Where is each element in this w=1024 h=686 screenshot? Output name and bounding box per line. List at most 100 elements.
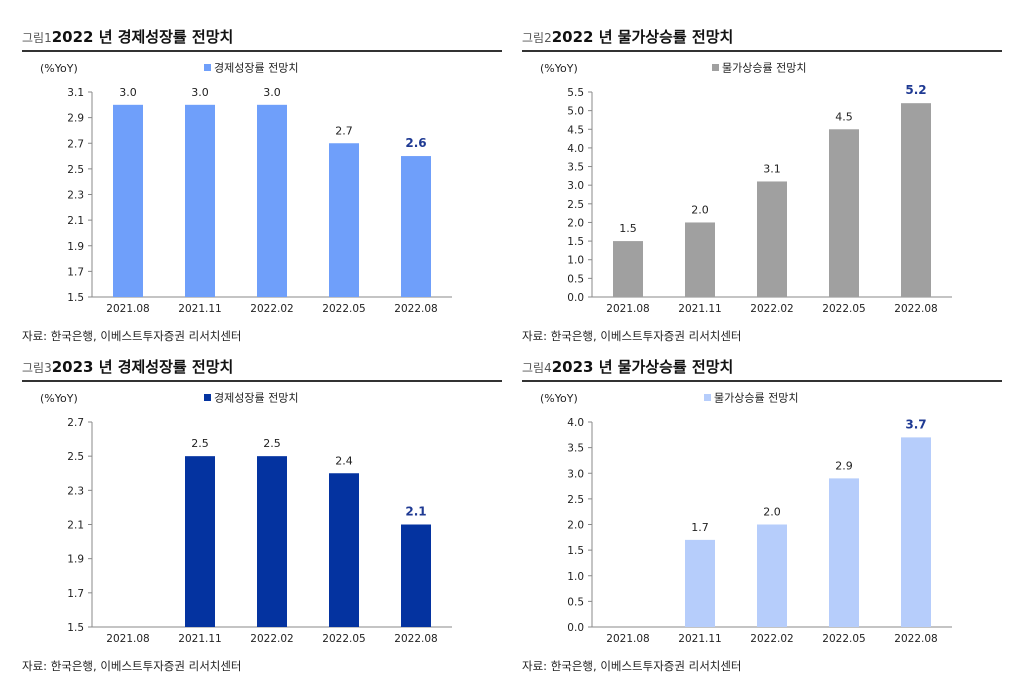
x-tick-label: 2022.08 — [894, 633, 937, 645]
chart-title-row: 그림12022 년 경제성장률 전망치 — [22, 26, 502, 52]
y-tick-label: 3.5 — [567, 162, 584, 174]
bar — [757, 181, 787, 297]
y-tick-label: 1.0 — [567, 255, 584, 267]
chart-panel-1: 그림12022 년 경제성장률 전망치 (%YoY) 경제성장률 전망치 1.5 1.… — [22, 26, 514, 356]
bar — [401, 156, 431, 297]
legend-swatch — [704, 394, 711, 401]
x-tick-label: 2022.08 — [394, 633, 437, 645]
figure-number: 그림1 — [22, 31, 52, 45]
x-tick-label: 2022.05 — [322, 303, 365, 315]
x-tick-label: 2021.11 — [678, 303, 721, 315]
data-label: 2.5 — [263, 437, 281, 450]
y-tick-label: 1.5 — [67, 292, 84, 304]
y-tick-label: 2.7 — [67, 417, 84, 429]
chart-title: 2023 년 물가상승률 전망치 — [551, 358, 734, 376]
data-label: 3.0 — [263, 86, 281, 99]
y-tick-label: 3.1 — [67, 87, 84, 99]
bar — [829, 478, 859, 627]
bar — [257, 456, 287, 627]
y-tick-label: 2.1 — [67, 520, 84, 532]
bar-chart-2023-growth: (%YoY) 경제성장률 전망치 1.5 1.7 1.9 2.1 2.3 2.5 2.7 2021… — [40, 392, 452, 645]
y-tick-label: 1.5 — [67, 622, 84, 634]
x-tick-label: 2021.08 — [106, 633, 149, 645]
bar — [401, 524, 431, 627]
data-label: 1.5 — [619, 222, 637, 235]
source-note: 자료: 한국은행, 이베스트투자증권 리서치센터 — [522, 659, 742, 673]
bar — [901, 437, 931, 627]
data-label: 2.9 — [835, 459, 853, 472]
chart-panel-2: 그림22022 년 물가상승률 전망치 (%YoY) 물가상승률 전망치 0.0 0.… — [522, 26, 1014, 356]
y-tick-label: 2.3 — [67, 485, 84, 497]
bar — [329, 143, 359, 297]
data-label: 4.5 — [835, 110, 853, 123]
chart-title: 2023 년 경제성장률 전망치 — [51, 358, 234, 376]
legend-label: 물가상승률 전망치 — [714, 392, 798, 405]
x-tick-label: 2021.08 — [606, 633, 649, 645]
x-tick-label: 2022.02 — [250, 303, 293, 315]
y-tick-label: 1.9 — [67, 554, 84, 566]
y-tick-label: 2.5 — [67, 164, 84, 176]
data-label: 2.1 — [405, 505, 426, 519]
y-tick-label: 2.0 — [567, 520, 584, 532]
bar — [685, 222, 715, 297]
bar — [329, 473, 359, 627]
y-unit-label: (%YoY) — [540, 392, 578, 405]
y-tick-label: 1.7 — [67, 266, 84, 278]
y-tick-label: 3.0 — [567, 180, 584, 192]
data-label: 2.0 — [691, 203, 709, 216]
bar — [901, 103, 931, 297]
bar — [185, 456, 215, 627]
chart-title: 2022 년 물가상승률 전망치 — [551, 28, 734, 46]
y-tick-label: 5.5 — [567, 87, 584, 99]
y-tick-label: 1.5 — [567, 545, 584, 557]
y-unit-label: (%YoY) — [40, 62, 78, 75]
y-tick-label: 2.5 — [67, 451, 84, 463]
legend-label: 물가상승률 전망치 — [722, 62, 806, 75]
figure-number: 그림2 — [522, 31, 552, 45]
chart-panel-3: 그림32023 년 경제성장률 전망치 (%YoY) 경제성장률 전망치 1.5 1.… — [22, 356, 514, 686]
figure-number: 그림4 — [522, 361, 552, 375]
source-note: 자료: 한국은행, 이베스트투자증권 리서치센터 — [22, 659, 242, 673]
data-label: 2.0 — [763, 506, 781, 519]
data-label: 3.0 — [119, 86, 137, 99]
y-tick-label: 2.1 — [67, 215, 84, 227]
x-tick-label: 2022.05 — [322, 633, 365, 645]
y-tick-label: 2.7 — [67, 138, 84, 150]
x-tick-label: 2021.11 — [178, 303, 221, 315]
data-label: 3.7 — [905, 417, 926, 431]
y-tick-label: 4.5 — [567, 124, 584, 136]
y-tick-label: 4.0 — [567, 417, 584, 429]
bar — [757, 524, 787, 627]
x-tick-label: 2022.08 — [394, 303, 437, 315]
legend-label: 경제성장률 전망치 — [214, 62, 298, 75]
data-label: 1.7 — [691, 521, 709, 534]
bar-chart-2023-inflation: (%YoY) 물가상승률 전망치 0.0 0.5 1.0 1.5 2.0 2.5 3.0 3.5 4… — [540, 392, 952, 645]
bar — [113, 104, 143, 297]
chart-title: 2022 년 경제성장률 전망치 — [51, 28, 234, 46]
y-tick-label: 2.3 — [67, 190, 84, 202]
bar — [185, 104, 215, 297]
y-tick-label: 1.9 — [67, 241, 84, 253]
bar — [685, 539, 715, 627]
y-tick-label: 5.0 — [567, 106, 584, 118]
legend-swatch — [204, 64, 211, 71]
chart-title-row: 그림32023 년 경제성장률 전망치 — [22, 356, 502, 382]
x-tick-label: 2021.08 — [606, 303, 649, 315]
y-tick-label: 1.7 — [67, 588, 84, 600]
y-tick-label: 2.5 — [567, 494, 584, 506]
x-tick-label: 2022.02 — [750, 303, 793, 315]
chart-title-row: 그림42023 년 물가상승률 전망치 — [522, 356, 1002, 382]
data-label: 2.5 — [191, 437, 209, 450]
y-tick-label: 4.0 — [567, 143, 584, 155]
chart-title-row: 그림22022 년 물가상승률 전망치 — [522, 26, 1002, 52]
data-label: 3.1 — [763, 162, 781, 175]
x-tick-label: 2022.02 — [750, 633, 793, 645]
data-label: 2.4 — [335, 454, 353, 467]
y-tick-label: 0.0 — [567, 622, 584, 634]
chart-panel-4: 그림42023 년 물가상승률 전망치 (%YoY) 물가상승률 전망치 0.0 0.… — [522, 356, 1014, 686]
y-tick-label: 2.9 — [67, 113, 84, 125]
bar — [829, 129, 859, 297]
y-tick-label: 2.5 — [567, 199, 584, 211]
figure-number: 그림3 — [22, 361, 52, 375]
y-tick-label: 3.0 — [567, 468, 584, 480]
